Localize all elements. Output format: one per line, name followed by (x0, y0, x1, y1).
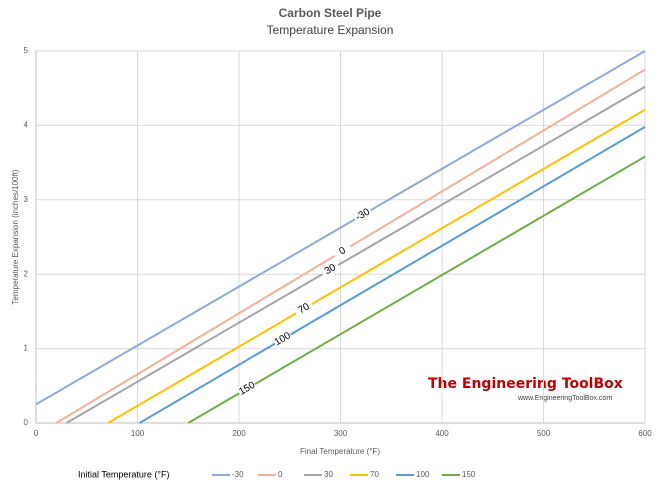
y-tick-label: 1 (24, 344, 29, 353)
watermark-url: www.EngineeringToolBox.com (517, 395, 612, 402)
legend-label: 70 (370, 470, 379, 479)
legend-label: 100 (416, 470, 430, 479)
y-tick-label: 4 (24, 121, 29, 130)
series-line (55, 68, 646, 424)
line-label-bg (331, 241, 354, 261)
line-label-bg (352, 205, 374, 225)
line-label-bg (293, 299, 315, 319)
x-axis-label: Final Temperature (°F) (300, 447, 380, 456)
series-line (65, 85, 646, 424)
legend-label: -30 (232, 470, 244, 479)
legend-label: 0 (278, 470, 283, 479)
legend-label: 150 (462, 470, 476, 479)
series-line (107, 108, 646, 424)
line-label-bg (319, 259, 342, 280)
series-line (35, 50, 646, 406)
x-tick-label: 0 (34, 429, 39, 438)
y-tick-label: 5 (24, 46, 29, 55)
line-label: 100 (273, 330, 293, 348)
line-label: 70 (296, 301, 312, 316)
x-tick-label: 400 (435, 429, 449, 438)
line-label-bg (236, 378, 258, 399)
chart-subtitle: Temperature Expansion (267, 23, 394, 37)
series-line (139, 126, 646, 424)
x-tick-label: 300 (334, 429, 348, 438)
chart-title: Carbon Steel Pipe (279, 6, 382, 20)
watermark: The Engineering ToolBox (428, 376, 623, 392)
x-tick-label: 500 (537, 429, 551, 438)
y-tick-label: 2 (24, 269, 29, 278)
line-label: 30 (323, 262, 339, 277)
legend-label: 30 (324, 470, 333, 479)
line-label-bg (271, 329, 294, 349)
legend-title: Initial Temperature (°F) (78, 469, 169, 479)
line-label: 150 (237, 380, 257, 398)
y-axis-label: Temperature Expansion (inches/100ft) (11, 169, 20, 305)
y-tick-label: 3 (24, 195, 29, 204)
x-tick-label: 100 (131, 429, 145, 438)
y-tick-label: 0 (24, 418, 29, 427)
series-line (187, 155, 646, 424)
x-tick-label: 200 (232, 429, 246, 438)
x-tick-label: 600 (638, 429, 652, 438)
line-label: 0 (337, 245, 348, 258)
